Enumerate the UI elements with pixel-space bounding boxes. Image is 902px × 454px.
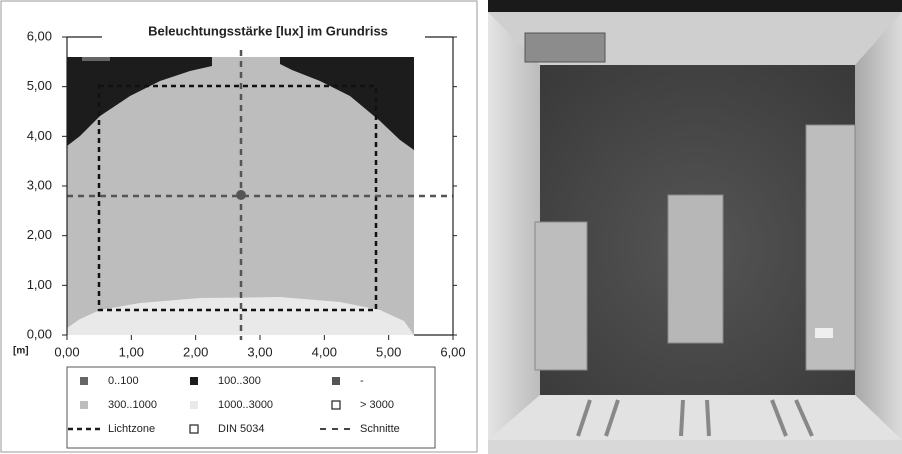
x-tick-label: 2,00 bbox=[183, 344, 208, 359]
image-top bbox=[488, 0, 902, 12]
desk bbox=[534, 221, 588, 371]
x-tick-label: 6,00 bbox=[440, 344, 465, 359]
legend-label: - bbox=[360, 375, 364, 387]
plot bbox=[67, 50, 453, 340]
y-axis-label: [m] bbox=[13, 346, 29, 357]
y-tick-label: 0,00 bbox=[27, 326, 52, 341]
legend-swatch bbox=[190, 377, 198, 385]
legend-label: > 3000 bbox=[360, 399, 394, 411]
legend-swatch bbox=[189, 424, 199, 434]
x-tick-label: 1,00 bbox=[119, 344, 144, 359]
y-tick-label: 2,00 bbox=[27, 227, 52, 242]
legend-label: DIN 5034 bbox=[218, 423, 264, 435]
cut-point bbox=[236, 190, 246, 200]
y-tick-label: 6,00 bbox=[27, 28, 52, 43]
wall-right bbox=[855, 12, 902, 440]
lichtzone bbox=[97, 84, 378, 312]
chart-title: Beleuchtungsstärke [lux] im Grundriss bbox=[148, 23, 388, 38]
desk bbox=[667, 194, 724, 344]
legend-label: 1000..3000 bbox=[218, 399, 273, 411]
legend-label: 0..100 bbox=[108, 375, 139, 387]
legend-label: 300..1000 bbox=[108, 399, 157, 411]
y-tick-label: 5,00 bbox=[27, 78, 52, 93]
y-tick-label: 3,00 bbox=[27, 177, 52, 192]
legend-swatch bbox=[331, 400, 341, 410]
legend-box bbox=[66, 366, 436, 449]
render-image bbox=[488, 0, 902, 454]
floor-strips bbox=[576, 399, 814, 437]
legend-label: 100..300 bbox=[218, 375, 261, 387]
legend-swatch bbox=[80, 401, 88, 409]
region-100-300 bbox=[67, 57, 212, 146]
wall-bottom bbox=[488, 395, 902, 440]
legend: 0..100 100..300 - 300..1000 1000..3000 > 3000… bbox=[68, 375, 400, 435]
legend-swatch bbox=[190, 401, 198, 409]
region-0-100 bbox=[82, 57, 110, 61]
x-tick-label: 4,00 bbox=[312, 344, 337, 359]
panel bbox=[524, 32, 606, 63]
legend-swatch bbox=[332, 377, 340, 385]
marker bbox=[815, 328, 833, 338]
wall-left bbox=[488, 12, 540, 440]
y-tick-label: 4,00 bbox=[27, 128, 52, 143]
legend-label: Schnitte bbox=[360, 423, 400, 435]
legend-label: Lichtzone bbox=[108, 423, 155, 435]
x-tick-label: 0,00 bbox=[54, 344, 79, 359]
y-tick-label: 1,00 bbox=[27, 277, 52, 292]
legend-swatch bbox=[80, 377, 88, 385]
x-tick-label: 5,00 bbox=[376, 344, 401, 359]
x-tick-label: 3,00 bbox=[247, 344, 272, 359]
region-100-300 bbox=[280, 57, 414, 150]
